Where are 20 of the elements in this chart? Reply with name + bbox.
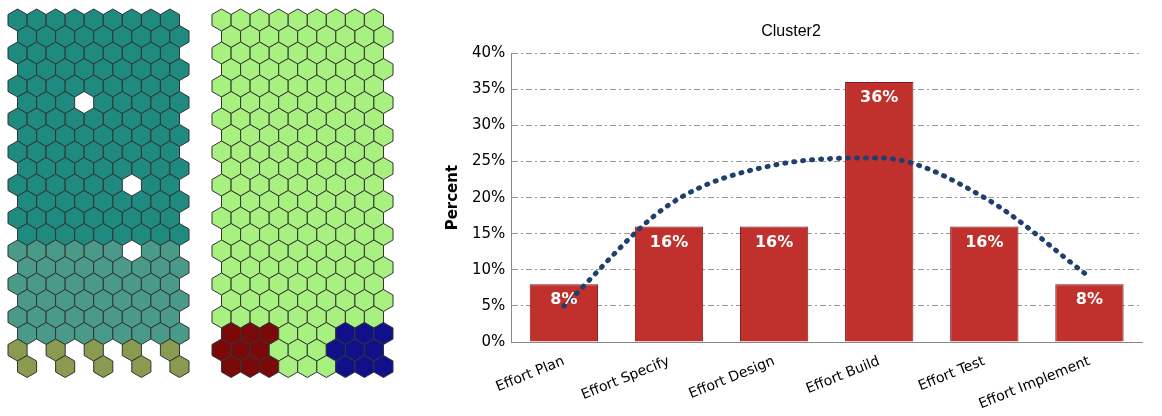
y-tick-label: 20% bbox=[472, 187, 506, 206]
y-tick-label: 5% bbox=[481, 295, 506, 314]
y-tick-label: 35% bbox=[472, 79, 506, 98]
data-label: 8% bbox=[1075, 289, 1104, 309]
data-label: 16% bbox=[754, 231, 794, 251]
y-tick-label: 15% bbox=[472, 223, 506, 242]
data-label: 36% bbox=[860, 87, 899, 107]
y-tick-label: 40% bbox=[472, 43, 506, 62]
y-tick-label: 10% bbox=[472, 259, 506, 278]
y-tick-label: 25% bbox=[472, 151, 506, 170]
x-tick-label: Effort Test bbox=[915, 351, 988, 394]
x-tick-label: Effort Plan bbox=[493, 352, 567, 395]
data-label: 8% bbox=[550, 289, 578, 309]
data-label: 16% bbox=[965, 231, 1004, 251]
y-tick-label: 0% bbox=[481, 331, 506, 350]
y-tick-label: 30% bbox=[472, 115, 506, 134]
chart-title: Cluster2 bbox=[761, 22, 821, 40]
data-label: 16% bbox=[649, 231, 689, 251]
x-tick-label: Effort Build bbox=[803, 352, 882, 397]
y-axis-title: Percent bbox=[442, 164, 461, 231]
